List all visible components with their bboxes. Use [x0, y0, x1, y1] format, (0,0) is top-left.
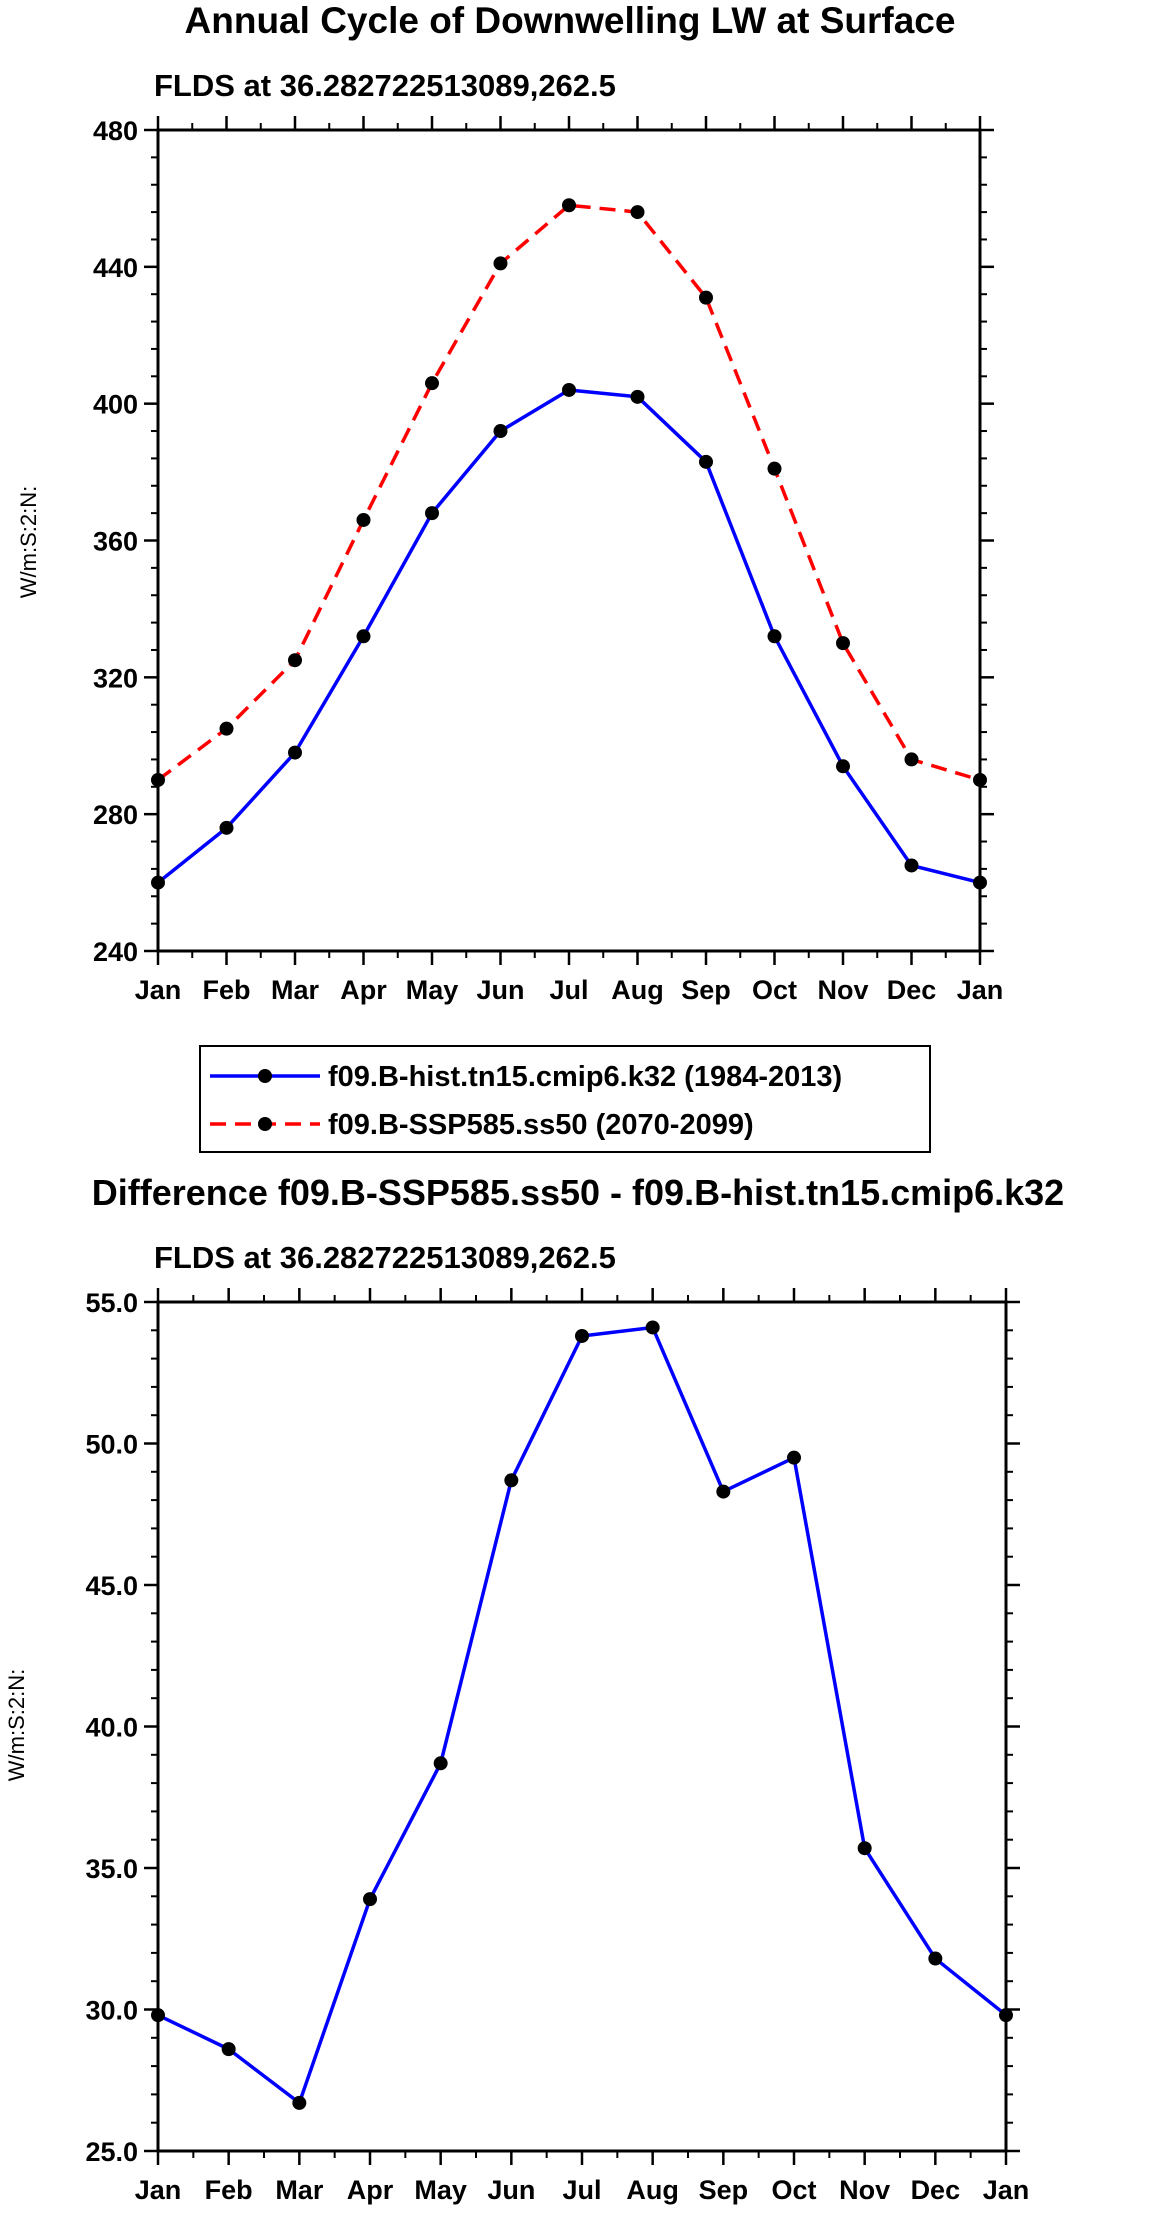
chart1-series-0-point: [356, 629, 371, 644]
chart1-ytick-label: 280: [93, 800, 138, 830]
chart2-xtick-label: Jul: [562, 2175, 601, 2205]
chart1-series-0-point: [904, 858, 919, 873]
chart2-plot: Jan Feb Mar Apr May Jun Jul Aug Sep Oct Nov Dec Jan 2…: [85, 1288, 1029, 2205]
chart1-series-1-point: [356, 512, 371, 527]
chart1-xtick-label: Jun: [476, 975, 524, 1005]
chart2-xtick-label: Nov: [839, 2175, 890, 2205]
chart1-series-1-point: [493, 256, 508, 271]
chart1-series-0-point: [151, 875, 165, 890]
chart1-ytick-label: 440: [93, 253, 138, 283]
chart1-series-1-point: [699, 290, 713, 305]
chart2-series-0-point: [363, 1892, 377, 1907]
chart1-series-0-point: [767, 629, 782, 644]
legend-label-ssp: f09.B-SSP585.ss50 (2070-2099): [328, 1109, 754, 1141]
chart1-ytick-label: 320: [93, 663, 138, 693]
chart1-xtick-label: Nov: [817, 975, 868, 1005]
chart1-xtick-label: Mar: [271, 975, 320, 1005]
chart2-title: Difference f09.B-SSP585.ss50 - f09.B-his…: [92, 1172, 1064, 1213]
chart2-xtick-label: Feb: [205, 2175, 253, 2205]
chart1-series-0-point: [630, 389, 645, 404]
chart1-series-1-point: [836, 636, 850, 651]
chart2-xtick-label: Sep: [699, 2175, 749, 2205]
chart1-series-0-point: [219, 820, 234, 835]
chart2-xtick-label: Jan: [135, 2175, 182, 2205]
chart1-series-line-0: [156, 388, 981, 885]
chart2-series-0-point: [221, 2042, 236, 2057]
chart2-xtick-label: Aug: [626, 2175, 678, 2205]
chart1-series-line-1: [156, 203, 981, 782]
chart1-ytick-label: 480: [93, 116, 138, 146]
legend-label-hist: f09.B-hist.tn15.cmip6.k32 (1984-2013): [328, 1061, 842, 1093]
chart2-frame: [156, 1300, 1008, 2153]
chart2-series-0-point: [928, 1951, 943, 1966]
chart1-xtick-label: May: [406, 975, 459, 1005]
chart1-series-0-point: [562, 382, 576, 397]
chart2-ytick-label: 50.0: [85, 1430, 138, 1460]
chart1-series-0-point: [836, 759, 850, 774]
chart1-frame: [156, 128, 982, 953]
chart1-xtick-label: Oct: [752, 975, 797, 1005]
chart1-series-0-point: [699, 454, 713, 469]
chart2-series-0-point: [716, 1484, 731, 1499]
chart2-ytick-label: 30.0: [85, 1996, 138, 2026]
chart1-series-1-point: [767, 461, 782, 476]
chart1-series-1-point: [630, 205, 645, 220]
chart1-xtick-label: Jul: [549, 975, 588, 1005]
chart1-ylabel: W/m:S:2:N:: [16, 486, 41, 598]
chart2-series-0-point: [645, 1320, 660, 1335]
chart2-series-0-point: [787, 1450, 801, 1465]
chart2-ytick-label: 40.0: [85, 1713, 138, 1743]
chart1-series-1-point: [904, 752, 919, 767]
chart2-xtick-label: Jun: [487, 2175, 535, 2205]
legend-marker-ssp: [258, 1117, 272, 1131]
chart2-xtick-label: Oct: [771, 2175, 816, 2205]
chart2-xtick-label: Dec: [911, 2175, 961, 2205]
chart1-subtitle: FLDS at 36.282722513089,262.5: [154, 68, 616, 103]
chart2-xtick-label: Apr: [347, 2175, 394, 2205]
chart2-ytick-label: 25.0: [85, 2137, 138, 2167]
legend-box: [199, 1045, 931, 1153]
chart1-xtick-label: Apr: [340, 975, 387, 1005]
chart2-series-0-point: [999, 2008, 1013, 2023]
chart1-series-0-point: [288, 745, 302, 760]
chart2-series-0-point: [504, 1473, 519, 1488]
chart1-xtick-label: Feb: [202, 975, 250, 1005]
chart2-series-line-0: [157, 1325, 1008, 2105]
chart1-series-1-point: [288, 653, 302, 668]
chart2-ytick-label: 35.0: [85, 1854, 138, 1884]
chart2-xtick-label: May: [414, 2175, 467, 2205]
chart2-ylabel: W/m:S:2:N:: [4, 1669, 29, 1781]
chart1-xtick-label: Aug: [611, 975, 663, 1005]
chart1-xtick-label: Jan: [957, 975, 1004, 1005]
chart1-title: Annual Cycle of Downwelling LW at Surfac…: [185, 0, 956, 41]
chart1-series-1-point: [973, 772, 987, 787]
chart1-series-1-point: [425, 376, 439, 391]
chart2-series-0-point: [433, 1756, 448, 1771]
chart1-series-1-point: [219, 721, 234, 736]
chart2-xtick-label: Jan: [983, 2175, 1030, 2205]
chart2-xtick-label: Mar: [275, 2175, 324, 2205]
chart2-series-0-point: [151, 2008, 165, 2023]
chart1-xtick-label: Sep: [681, 975, 731, 1005]
chart1-series-0-point: [493, 424, 508, 439]
chart1-xtick-label: Dec: [887, 975, 937, 1005]
chart1-plot: Jan Feb Mar Apr May Jun Jul Aug Sep Oct Nov Dec Jan 2…: [93, 116, 1003, 1005]
chart2-ytick-label: 55.0: [85, 1288, 138, 1318]
chart2-series-0-point: [292, 2095, 307, 2110]
chart1-series-1-point: [562, 198, 576, 213]
chart1-series-0-point: [425, 506, 439, 521]
chart2-series-0-point: [857, 1841, 872, 1856]
chart2-ytick-label: 45.0: [85, 1571, 138, 1601]
chart1-legend: f09.B-hist.tn15.cmip6.k32 (1984-2013) f0…: [199, 1045, 931, 1153]
chart1-xtick-label: Jan: [135, 975, 182, 1005]
chart2-series-0-point: [575, 1328, 589, 1343]
chart1-ytick-label: 240: [93, 937, 138, 967]
chart1-series-1-point: [151, 772, 165, 787]
chart2-subtitle: FLDS at 36.282722513089,262.5: [154, 1240, 616, 1275]
chart1-ytick-label: 400: [93, 390, 138, 420]
chart1-ytick-label: 360: [93, 527, 138, 557]
legend-marker-hist: [258, 1069, 272, 1083]
chart1-series-0-point: [973, 875, 987, 890]
